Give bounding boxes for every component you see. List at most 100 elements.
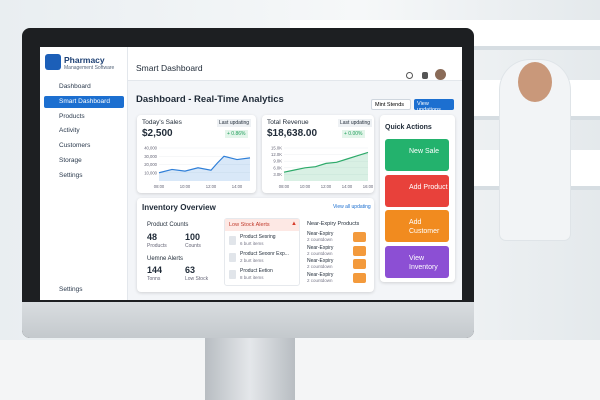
page-title: Dashboard - Real-Time Analytics	[136, 94, 284, 105]
item-icon	[229, 253, 236, 262]
link[interactable]: View all updating	[333, 204, 371, 210]
logo	[45, 54, 61, 70]
quick-action[interactable]: Add Customer	[385, 210, 449, 242]
sidebar: Pharmacy Management Software Dashboard Sm…	[40, 47, 128, 300]
quick-action[interactable]: View Inventory	[385, 245, 449, 278]
nav-item[interactable]: Products	[59, 112, 85, 120]
near-expiry-panel: Near-Expiry Products Near-Expiry 2 countd…	[305, 218, 369, 286]
status-tag: Last updating	[338, 119, 373, 127]
card-value: $18,638.00	[267, 128, 318, 139]
avatar[interactable]	[435, 69, 446, 80]
section-title: Near-Expiry Products	[307, 221, 360, 227]
card-title: Quick Actions	[385, 124, 432, 131]
item-name: Near-Expiry	[307, 231, 334, 237]
y-tick-label: 40,000	[144, 146, 157, 151]
item-name: Product Seoonr Exp...	[240, 251, 289, 257]
card-title: Today's Sales	[142, 119, 182, 126]
quick-actions-card: Quick Actions New Sale Add Product Add Cus…	[380, 115, 455, 282]
help-icon[interactable]	[406, 72, 413, 79]
nav-item[interactable]: Customers	[59, 142, 91, 150]
line	[283, 151, 369, 173]
topbar: Smart Dashboard	[128, 47, 462, 81]
nav-item[interactable]: Activity	[59, 127, 80, 135]
item-icon	[229, 236, 236, 245]
stat-value: 48	[147, 232, 158, 242]
sales-chart: 10,000 20,000 30,000 40,000 08:00 10:00 12:00 1…	[144, 146, 251, 189]
x-tick-label: 12:00	[321, 184, 332, 189]
quick-action[interactable]: Add Product	[385, 174, 449, 207]
warning-icon: ▲	[291, 221, 297, 227]
nav-item[interactable]: Smart Dashboard	[44, 95, 124, 108]
card-title: Total Revenue	[267, 119, 309, 126]
item-detail: 2 countdown	[307, 277, 333, 283]
y-tick-label: 12.0K	[271, 152, 282, 157]
expiry-badge	[353, 259, 366, 269]
y-tick-label: 30,000	[144, 154, 157, 159]
stat-value: 144	[147, 265, 163, 275]
nav-item[interactable]: Dashboard	[59, 83, 91, 90]
item-detail: 2 countdown	[307, 237, 333, 242]
item-name: Near-Expiry	[307, 271, 334, 278]
status-tag: Last updating	[217, 119, 252, 127]
y-tick-label: 6.0K	[273, 165, 282, 170]
filter-dropdown[interactable]: Mint Stends	[371, 99, 411, 110]
x-tick-label: 14:00	[342, 184, 353, 189]
item-detail: 2 countdown	[307, 264, 333, 269]
x-tick-label: 10:00	[180, 184, 191, 189]
item-name: Near-Expiry	[307, 244, 334, 251]
item-name: Product Sesring	[240, 234, 276, 240]
expiry-badge	[353, 272, 366, 283]
revenue-card: Total Revenue $18,638.00 Last updating +…	[262, 115, 374, 193]
item-icon	[229, 270, 236, 279]
item-name: Near-Expiry	[307, 258, 334, 264]
inventory-card: Inventory Overview View all updating Pro…	[137, 198, 374, 292]
stat-label: Tonns	[147, 276, 161, 282]
line	[158, 155, 251, 174]
x-tick-label: 16:00	[363, 184, 374, 189]
item-name: Product Eetion	[240, 268, 273, 274]
view-button[interactable]: View updations	[414, 99, 454, 113]
change-tag: + 0.86%	[225, 130, 248, 138]
monitor-chin	[22, 302, 474, 338]
x-tick-label: 10:00	[300, 184, 311, 189]
stat-label: Counts	[185, 243, 201, 249]
header-title: Smart Dashboard	[136, 63, 203, 73]
y-tick-label: 9.0K	[273, 159, 282, 164]
section-title: Product Counts	[147, 222, 189, 228]
item-detail: 2 burt items	[240, 258, 264, 263]
item-detail: 2 countdown	[307, 250, 333, 256]
card-value: $2,500	[142, 128, 173, 139]
brand: Pharmacy	[64, 55, 105, 65]
item-detail: 8 burt items	[240, 275, 264, 280]
y-tick-label: 20,000	[144, 162, 157, 167]
x-tick-label: 14:00	[232, 184, 243, 189]
quick-action[interactable]: New Sale	[385, 139, 449, 171]
stat-label: Products	[147, 243, 167, 249]
nav-item[interactable]: Storage	[59, 157, 82, 164]
x-tick-label: 12:00	[206, 184, 217, 189]
nav-footer[interactable]: Settings	[59, 286, 83, 293]
expiry-badge	[353, 245, 366, 256]
stat-label: Low Stock	[185, 276, 209, 282]
counter	[0, 340, 600, 400]
y-tick-label: 10,000	[144, 170, 157, 175]
panel-header	[225, 219, 299, 231]
low-stock-panel: Low Stock Alerts ▲ Product Sesring 6 burt…	[224, 218, 300, 286]
y-tick-label: 3.0K	[273, 172, 282, 177]
section-title: Uemne Alerts	[147, 256, 184, 262]
tagline: Management Software	[64, 65, 115, 71]
pharmacist-head	[518, 62, 552, 102]
item-detail: 6 burt items	[240, 241, 264, 246]
card-title: Inventory Overview	[142, 203, 216, 212]
monitor-stand	[205, 330, 295, 400]
area	[159, 156, 250, 181]
y-tick-label: 15.0K	[271, 146, 282, 151]
change-tag: + 0.00%	[342, 130, 365, 138]
x-tick-label: 08:00	[279, 184, 290, 189]
nav-item[interactable]: Settings	[59, 171, 83, 179]
stat-value: 100	[185, 232, 201, 242]
sales-card: Today's Sales $2,500 Last updating + 0.8…	[137, 115, 256, 193]
bell-icon[interactable]	[422, 72, 428, 79]
